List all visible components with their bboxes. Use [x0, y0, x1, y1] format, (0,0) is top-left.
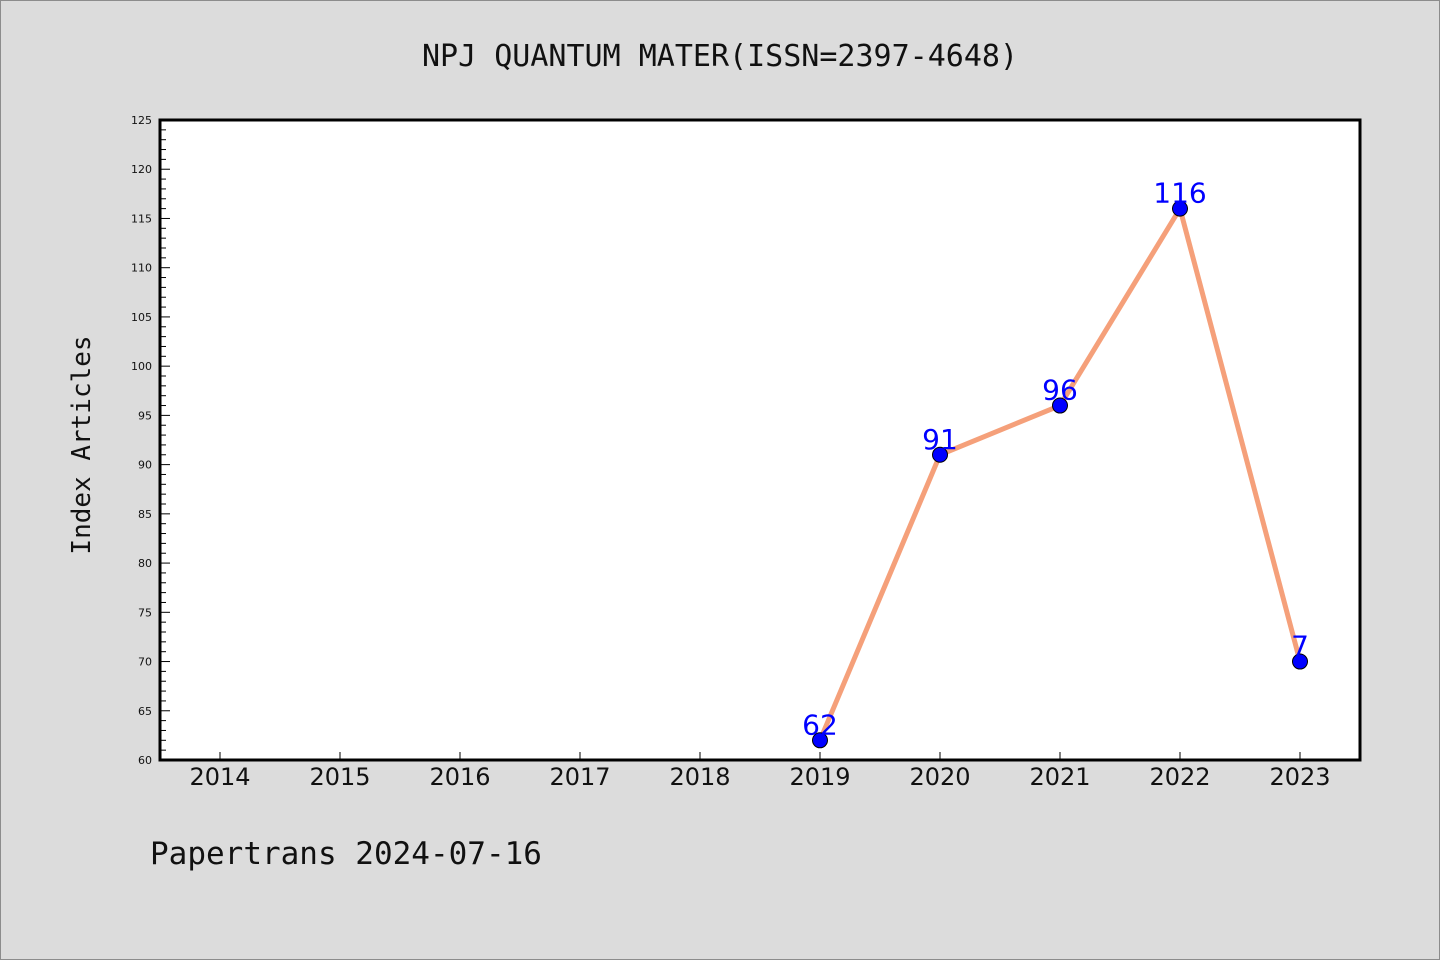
y-tick-label: 100 [131, 360, 152, 373]
x-axis-ticks: 2014 2015 2016 2017 2018 2019 2020 2021 2022 2023 [189, 752, 1331, 791]
data-label: 91 [922, 423, 958, 456]
x-tick-label: 2017 [549, 763, 610, 791]
y-axis-ticks: 60 65 70 75 80 85 90 95 100 105 110 115 120 125 [131, 114, 170, 767]
data-point [812, 732, 828, 749]
data-point [1172, 200, 1188, 217]
y-tick-label: 80 [138, 557, 152, 570]
y-tick-label: 60 [138, 754, 152, 767]
data-point [1292, 653, 1308, 670]
x-tick-label: 2018 [669, 763, 730, 791]
data-point [1052, 397, 1068, 414]
series-layer: 62 91 96 116 7 [802, 177, 1309, 749]
data-label: 96 [1042, 374, 1078, 407]
y-tick-label: 85 [138, 508, 152, 521]
y-axis-label: Index Articles [67, 335, 97, 554]
y-tick-label: 125 [131, 114, 152, 127]
data-label: 62 [802, 708, 838, 741]
plot-area [158, 118, 1362, 762]
data-label: 7 [1291, 630, 1309, 663]
chart-title: NPJ QUANTUM MATER(ISSN=2397-4648) [422, 39, 1018, 74]
data-label: 116 [1153, 177, 1206, 210]
y-tick-label: 105 [131, 311, 152, 324]
x-tick-label: 2021 [1029, 763, 1090, 791]
footer-text: Papertrans 2024-07-16 [150, 836, 542, 872]
y-tick-label: 115 [131, 212, 152, 225]
y-tick-label: 95 [138, 409, 152, 422]
x-tick-label: 2020 [909, 763, 970, 791]
x-tick-label: 2014 [189, 763, 250, 791]
x-tick-label: 2022 [1149, 763, 1210, 791]
x-tick-label: 2016 [429, 763, 490, 791]
y-tick-label: 75 [138, 606, 152, 619]
x-tick-label: 2015 [309, 763, 370, 791]
y-tick-label: 65 [138, 705, 152, 718]
y-tick-label: 70 [138, 656, 152, 669]
data-point [932, 446, 948, 463]
y-tick-label: 90 [138, 459, 152, 472]
y-tick-label: 110 [131, 262, 152, 275]
x-tick-label: 2019 [789, 763, 850, 791]
x-tick-label: 2023 [1269, 763, 1330, 791]
y-tick-label: 120 [131, 163, 152, 176]
